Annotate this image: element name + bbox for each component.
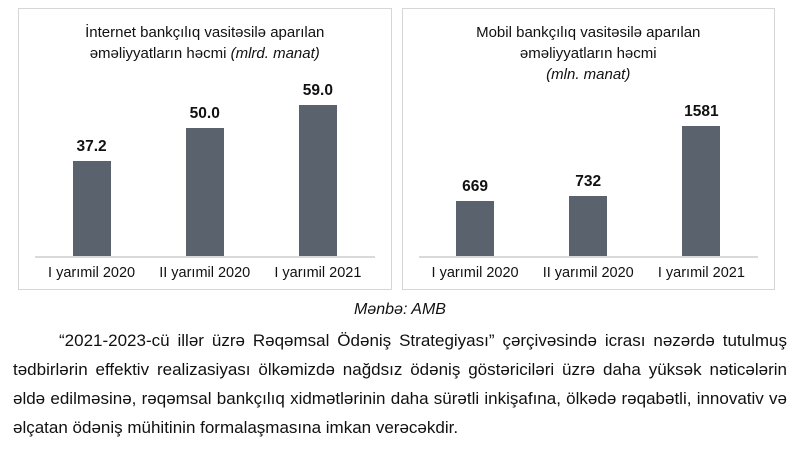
bar-value-label: 669: [462, 178, 489, 196]
x-axis-label: II yarımil 2020: [159, 265, 251, 281]
bar-group-internet-h1-2020: 37.2: [36, 72, 148, 256]
bar-value-label: 50.0: [189, 105, 220, 123]
bar-value-label: 37.2: [76, 137, 107, 155]
body-paragraph: “2021-2023-cü illər üzrə Rəqəmsal Ödəniş…: [13, 331, 787, 437]
bar: [456, 201, 495, 256]
source-caption: Mənbə: AMB: [354, 301, 446, 318]
mobile-chart-plot-area: 669 732 1581: [418, 88, 758, 258]
mobile-chart-title-text: Mobil bankçılıq vasitəsilə aparılan əməl…: [476, 24, 701, 62]
bar-group-mobile-h1-2021: 1581: [645, 88, 757, 256]
internet-chart-title: İnternet bankçılıq vasitəsilə aparılan ə…: [19, 22, 391, 64]
internet-chart-unit-label: (mlrd. manat): [230, 45, 320, 62]
x-axis-label: I yarımil 2020: [431, 265, 519, 281]
mobile-chart-x-axis: I yarımil 2020 II yarımil 2020 I yarımil…: [419, 265, 759, 281]
internet-chart-plot-area: 37.2 50.0 59.0: [35, 72, 375, 258]
bar-value-label: 1581: [684, 103, 719, 121]
mobile-chart-title: Mobil bankçılıq vasitəsilə aparılan əməl…: [403, 22, 775, 85]
bar-group-mobile-h2-2020: 732: [532, 88, 644, 256]
mobile-chart-unit-label: (mln. manat): [546, 66, 631, 83]
x-axis-label: I yarımil 2020: [48, 265, 136, 281]
bar: [569, 196, 608, 256]
bar-group-internet-h1-2021: 59.0: [262, 72, 374, 256]
charts-row: İnternet bankçılıq vasitəsilə aparılan ə…: [18, 8, 775, 290]
bar: [72, 160, 111, 256]
bar: [298, 105, 337, 256]
bar-value-label: 59.0: [302, 82, 333, 100]
mobile-banking-chart-panel: Mobil bankçılıq vasitəsilə aparılan əməl…: [401, 8, 775, 290]
bar: [682, 126, 721, 256]
x-axis-label: II yarımil 2020: [542, 265, 634, 281]
x-axis-label: I yarımil 2021: [657, 265, 745, 281]
bar-value-label: 732: [575, 173, 602, 191]
bar: [185, 128, 224, 256]
bar-group-internet-h2-2020: 50.0: [149, 72, 261, 256]
internet-banking-chart-panel: İnternet bankçılıq vasitəsilə aparılan ə…: [18, 8, 392, 290]
internet-chart-title-text: İnternet bankçılıq vasitəsilə aparılan ə…: [85, 24, 325, 62]
x-axis-label: I yarımil 2021: [274, 265, 362, 281]
bar-group-mobile-h1-2020: 669: [419, 88, 531, 256]
internet-chart-x-axis: I yarımil 2020 II yarımil 2020 I yarımil…: [35, 265, 375, 281]
